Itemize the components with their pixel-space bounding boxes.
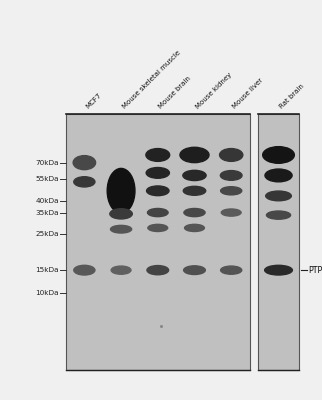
Ellipse shape [74,265,95,275]
Ellipse shape [184,208,205,217]
Ellipse shape [265,169,292,182]
Text: 25kDa: 25kDa [35,231,59,237]
Text: 40kDa: 40kDa [35,198,59,204]
Text: Mouse skeletal muscle: Mouse skeletal muscle [121,50,181,110]
Ellipse shape [265,265,292,275]
Text: 15kDa: 15kDa [35,267,59,273]
Text: 55kDa: 55kDa [35,176,59,182]
Ellipse shape [221,266,242,274]
Ellipse shape [221,209,241,216]
Ellipse shape [221,187,242,195]
Ellipse shape [267,211,290,219]
Ellipse shape [266,191,291,201]
Ellipse shape [107,168,135,213]
Text: 10kDa: 10kDa [35,290,59,296]
Ellipse shape [185,224,204,232]
Ellipse shape [183,170,206,180]
Ellipse shape [220,170,242,180]
Ellipse shape [147,186,169,196]
Ellipse shape [220,148,243,161]
Ellipse shape [148,224,168,232]
Ellipse shape [263,147,294,163]
Text: Rat brain: Rat brain [279,83,305,110]
Text: Mouse liver: Mouse liver [231,77,264,110]
Ellipse shape [73,156,96,170]
Text: MCF7: MCF7 [84,92,102,110]
Ellipse shape [146,148,170,161]
Text: Mouse kidney: Mouse kidney [194,72,233,110]
Bar [66,114,250,370]
Ellipse shape [184,266,205,274]
Ellipse shape [180,147,209,163]
Ellipse shape [110,209,132,219]
Ellipse shape [110,225,132,233]
Text: PTP4A2: PTP4A2 [308,266,322,275]
Bar [258,114,299,370]
Ellipse shape [147,208,168,217]
Text: Mouse brain: Mouse brain [158,76,192,110]
Ellipse shape [74,177,95,187]
Ellipse shape [146,168,169,178]
Text: 35kDa: 35kDa [35,210,59,216]
Ellipse shape [111,266,131,274]
Text: 70kDa: 70kDa [35,160,59,166]
Ellipse shape [183,186,206,195]
Ellipse shape [147,266,169,275]
